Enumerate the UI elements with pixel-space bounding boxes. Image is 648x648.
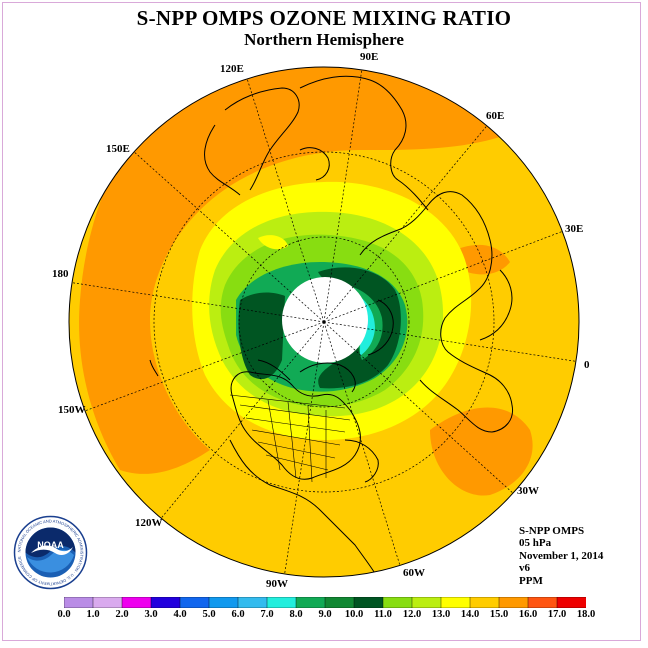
color-bar-tick-label: 3.0	[144, 609, 158, 620]
color-bar-swatch	[469, 597, 500, 608]
color-bar-tick-label: 4.0	[173, 609, 187, 620]
color-bar-swatch	[150, 597, 181, 608]
lon-label-60e: 60E	[486, 110, 505, 122]
color-bar-tick-label: 10.0	[344, 609, 364, 620]
color-bar-tick-label: 1.0	[86, 609, 100, 620]
coastlines	[149, 75, 514, 577]
color-bar-swatch	[64, 597, 94, 608]
lon-label-180: 180	[52, 268, 69, 280]
color-bar-swatch	[527, 597, 558, 608]
color-bar-tick-label: 15.0	[489, 609, 509, 620]
color-bar-tick-label: 0.0	[57, 609, 71, 620]
color-bar-swatch	[440, 597, 471, 608]
logo-text: NOAA	[37, 540, 64, 550]
info-date: November 1, 2014	[519, 549, 604, 562]
map-boundary	[68, 66, 580, 578]
color-bar-tick-label: 6.0	[231, 609, 245, 620]
color-bar-swatch	[324, 597, 355, 608]
logo-sea	[27, 549, 74, 573]
color-bar-swatch	[208, 597, 239, 608]
color-bar-swatch	[556, 597, 586, 608]
lon-label-150e: 150E	[106, 143, 130, 155]
logo-bird	[31, 545, 73, 555]
color-bar-tick-label: 5.0	[202, 609, 216, 620]
color-bar-swatch	[266, 597, 297, 608]
map-info: S-NPP OMPS 05 hPa November 1, 2014 v6 PP…	[519, 525, 603, 587]
color-bar-tick-label: 2.0	[115, 609, 129, 620]
info-instrument: S-NPP OMPS	[519, 525, 585, 537]
color-bar-tick-label: 12.0	[402, 609, 422, 620]
color-bar-swatch	[498, 597, 529, 608]
color-bar-swatch	[121, 597, 152, 608]
color-bar-tick-label: 9.0	[318, 609, 332, 620]
lon-label-30w: 30W	[517, 485, 539, 497]
lon-label-150w: 150W	[58, 404, 86, 416]
color-bar-tick-label: 13.0	[431, 609, 451, 620]
color-bar-tick-label: 14.0	[460, 609, 480, 620]
color-bar-swatch	[92, 597, 123, 608]
contour-12-13-blob	[258, 235, 288, 250]
color-bar-swatch	[295, 597, 326, 608]
color-bar-swatch	[353, 597, 384, 608]
info-version: v6	[519, 562, 530, 575]
color-bar	[64, 597, 586, 608]
color-bar-tick-label: 16.0	[518, 609, 538, 620]
map-subtitle: Northern Hemisphere	[244, 30, 404, 49]
info-level: 05 hPa	[519, 537, 552, 550]
noaa-logo: NOAA NATIONAL OCEANIC AND ATMOSPHERIC AD…	[13, 515, 88, 590]
color-bar-tick-label: 7.0	[260, 609, 274, 620]
lon-label-90w: 90W	[266, 578, 288, 590]
contour-10-dark-east	[318, 267, 401, 389]
lon-label-90e: 90E	[360, 51, 379, 63]
lon-label-0: 0	[584, 359, 590, 371]
color-bar-tick-label: 8.0	[289, 609, 303, 620]
color-bar-swatch	[411, 597, 442, 608]
info-units: PPM	[519, 574, 543, 587]
contour-14-15-west	[79, 67, 520, 474]
color-bar-tick-label: 11.0	[374, 609, 392, 620]
figure-border	[2, 2, 641, 641]
lon-label-60w: 60W	[403, 567, 425, 579]
color-bar-swatch	[179, 597, 210, 608]
color-bar-swatch	[237, 597, 268, 608]
lon-label-120w: 120W	[135, 517, 163, 529]
color-bar-tick-label: 17.0	[547, 609, 567, 620]
political-boundaries	[229, 394, 351, 483]
contour-10-dark-west	[238, 292, 285, 380]
map-title: S-NPP OMPS OZONE MIXING RATIO	[136, 6, 512, 30]
color-bar-tick-label: 18.0	[576, 609, 596, 620]
lon-label-120e: 120E	[220, 63, 244, 75]
graticule	[69, 67, 579, 577]
ozone-field	[69, 67, 579, 577]
polar-night-hole	[282, 277, 368, 363]
color-bar-swatch	[382, 597, 413, 608]
lon-label-30e: 30E	[565, 223, 584, 235]
